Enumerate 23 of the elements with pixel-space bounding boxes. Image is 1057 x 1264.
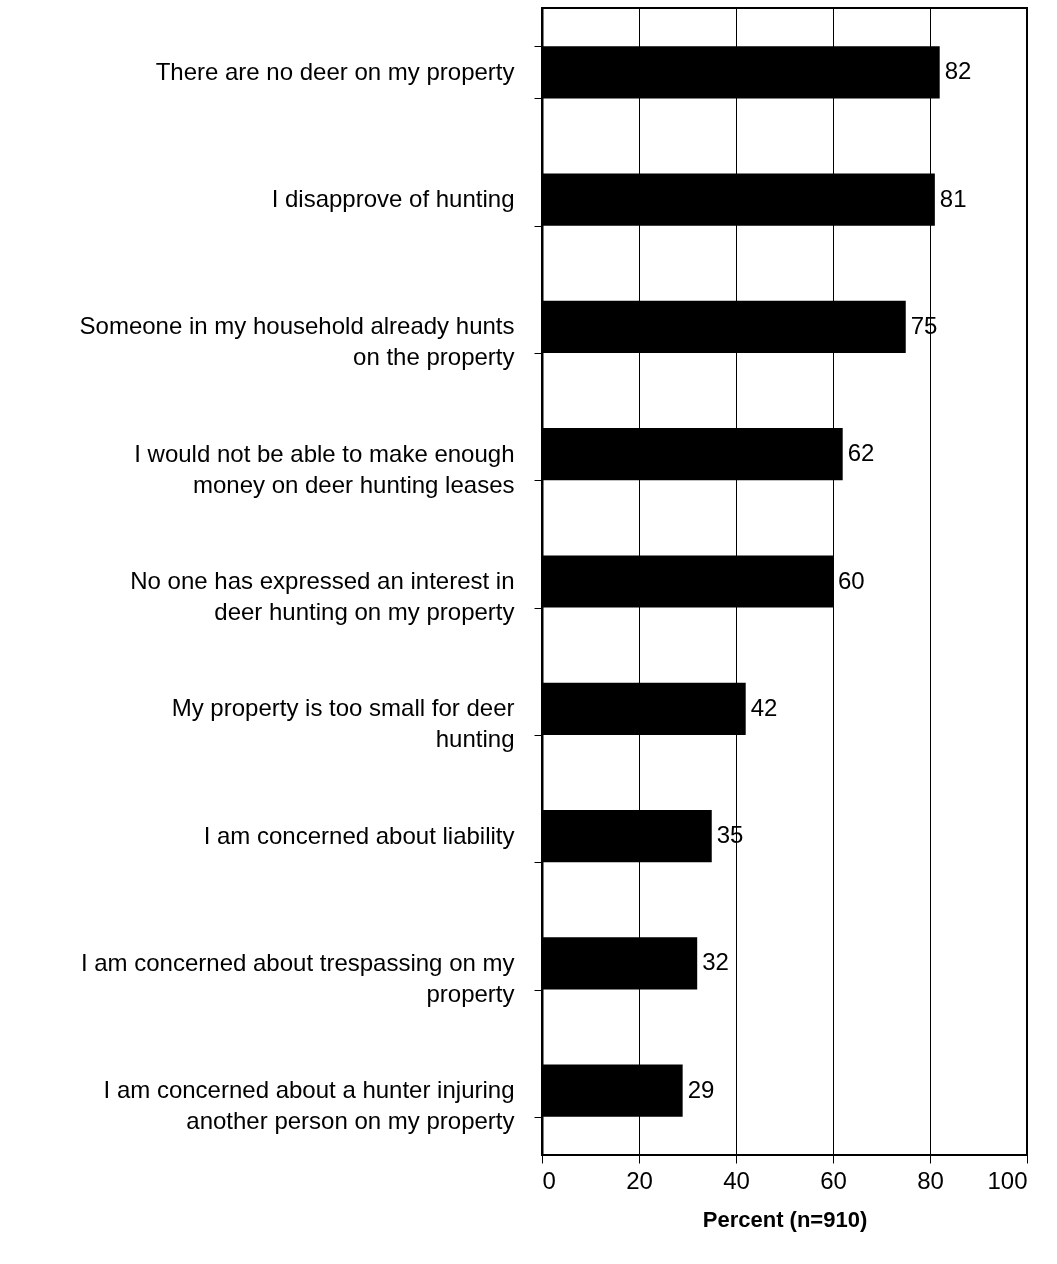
x-axis-title: Percent (n=910): [702, 1206, 868, 1232]
y-tick-label: I disapprove of hunting: [271, 185, 515, 213]
x-tick-label: 20: [626, 1166, 653, 1194]
data-label: 60: [838, 566, 865, 594]
y-tick-label: I am concerned about trespassing on my property: [80, 948, 515, 1007]
x-tick-label: 40: [723, 1166, 750, 1194]
y-tick-label: I would not be able to make enough money on deer hunting leases: [134, 439, 515, 498]
data-label: 42: [750, 693, 778, 721]
data-label: 81: [939, 184, 967, 212]
x-tick-label: 100: [987, 1166, 1028, 1194]
y-tick-label: I am concerned about a hunter injuring another person on my property: [103, 1076, 515, 1135]
x-tick-label: 60: [820, 1166, 847, 1194]
y-tick-label: My property is too small for deer hunting: [171, 694, 515, 753]
data-label: 29: [687, 1075, 715, 1103]
data-label: 62: [847, 439, 875, 467]
y-tick-label: Someone in my household already hunts on the property: [79, 312, 515, 371]
x-tick-label: 80: [917, 1166, 944, 1194]
data-label: 32: [702, 948, 729, 976]
y-tick-label: No one has expressed an interest in deer hunting on my property: [130, 567, 515, 625]
y-tick-label: I am concerned about liability: [203, 821, 515, 849]
data-label: 82: [944, 57, 972, 85]
y-tick-label: There are no deer on my property: [155, 57, 515, 85]
x-tick-label: 0: [542, 1166, 556, 1194]
